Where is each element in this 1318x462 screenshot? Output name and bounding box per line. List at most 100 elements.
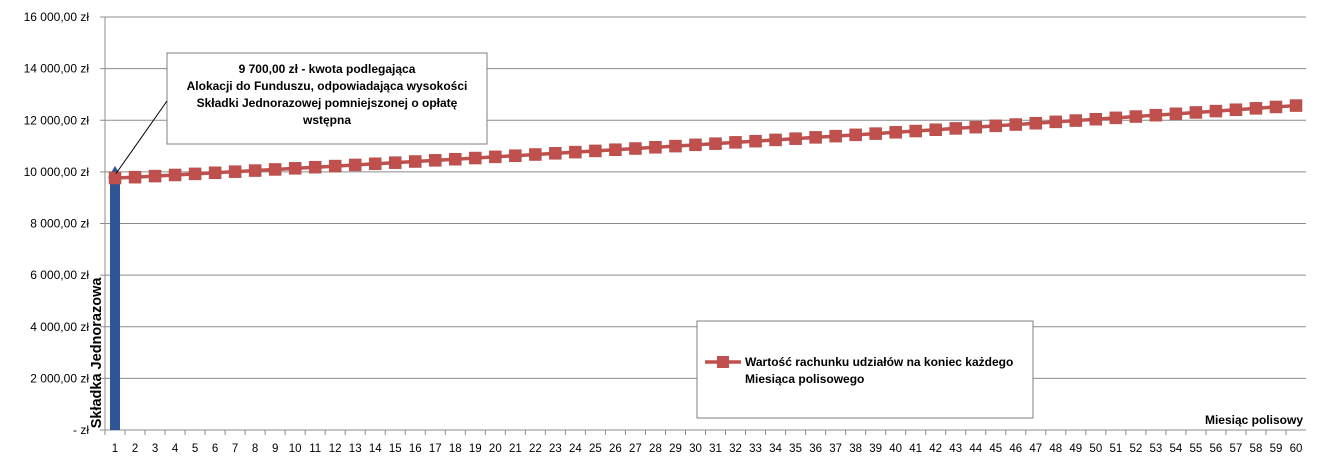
bar-skladka-jednorazowa [110, 171, 121, 430]
x-tick-label: 4 [172, 443, 179, 455]
data-point [489, 150, 502, 164]
x-tick-label: 57 [1230, 443, 1243, 455]
data-point [108, 171, 122, 185]
x-tick-label: 56 [1210, 443, 1223, 455]
x-tick-labels: 1 2 3 4 5 6 7 8 9 10 11 12 13 14 15 16 17 18 19 20 21 22 23 24 2… [112, 443, 1303, 455]
y-tick-labels: - zł 2 000,00 zł 4 000,00 zł 6 000,00 zł 8 0… [24, 10, 90, 437]
data-point [429, 154, 442, 167]
y-tick-label: 4 000,00 zł [30, 320, 89, 334]
x-tick-label: 8 [252, 443, 258, 455]
axes [104, 17, 1306, 435]
data-point [789, 132, 802, 145]
data-point [749, 134, 762, 148]
x-tick-label: 41 [909, 443, 922, 455]
data-point [1029, 116, 1043, 130]
x-tick-label: 48 [1049, 443, 1062, 455]
data-point [969, 120, 982, 134]
x-tick-label: 46 [1009, 443, 1022, 455]
x-axis-title: Miesiąc polisowy [1205, 413, 1303, 427]
data-point [128, 170, 142, 184]
x-tick-label: 5 [192, 443, 198, 455]
data-point [689, 138, 702, 152]
x-tick-label: 19 [469, 443, 482, 455]
data-point [889, 126, 902, 139]
data-point [348, 158, 362, 172]
y-tick-label: 2 000,00 zł [30, 371, 89, 385]
data-point [248, 164, 262, 177]
y-tick-label: - zł [73, 423, 89, 437]
x-tick-label: 28 [649, 443, 662, 455]
x-tick-label: 29 [669, 443, 682, 455]
data-point [949, 122, 962, 135]
x-tick-label: 38 [849, 443, 862, 455]
x-tick-label: 47 [1029, 443, 1042, 455]
line-series [108, 99, 1303, 185]
data-point [208, 166, 222, 180]
data-point [409, 155, 422, 168]
data-point [1189, 106, 1203, 119]
x-tick-label: 43 [949, 443, 962, 455]
y-tick-label: 10 000,00 zł [24, 165, 90, 179]
x-tick-label: 22 [529, 443, 542, 455]
x-tick-label: 59 [1270, 443, 1283, 455]
x-tick-label: 50 [1089, 443, 1102, 455]
x-tick-label: 27 [629, 443, 642, 455]
data-point [1289, 99, 1303, 112]
annotation-text-line: wstępna [302, 113, 351, 127]
bar-series: Składka Jednorazowa [89, 165, 123, 430]
x-tick-label: 34 [769, 443, 782, 455]
data-point [1009, 118, 1023, 131]
x-tick-label: 2 [132, 443, 138, 455]
legend-label-line: Miesiąca polisowego [745, 372, 864, 386]
x-tick-label: 33 [749, 443, 762, 455]
x-tick-label: 30 [689, 443, 702, 455]
x-tick-label: 23 [549, 443, 562, 455]
x-tick-label: 40 [889, 443, 902, 455]
data-point [989, 119, 1002, 133]
data-point [1149, 108, 1163, 122]
data-point [368, 157, 382, 171]
data-point [1049, 115, 1063, 129]
annotation-box [166, 52, 488, 145]
x-tick-label: 24 [569, 443, 582, 455]
x-tick-label: 11 [309, 443, 321, 455]
data-point [849, 128, 862, 142]
legend-swatch-marker [717, 356, 729, 368]
x-tick-label: 42 [929, 443, 942, 455]
legend: Wartość rachunku udziałów na koniec każd… [696, 320, 1034, 419]
data-point [609, 143, 622, 156]
data-point [288, 162, 302, 175]
x-tick-label: 60 [1290, 443, 1303, 455]
data-point [1269, 100, 1283, 114]
annotation: 9 700,00 zł - kwota podlegająca Alokacji … [115, 52, 488, 174]
data-point [629, 142, 642, 155]
x-tick-label: 25 [589, 443, 602, 455]
data-point [168, 168, 182, 182]
annotation-leader-line [115, 100, 168, 174]
legend-box [696, 320, 1034, 419]
data-point [569, 145, 582, 159]
data-point [549, 147, 562, 160]
x-tick-label: 44 [969, 443, 982, 455]
annotation-text-line: 9 700,00 zł - kwota podlegająca [239, 62, 416, 76]
data-point [228, 165, 242, 178]
data-point [509, 149, 522, 162]
x-tick-label: 45 [989, 443, 1002, 455]
data-point [869, 127, 882, 140]
data-point [929, 123, 942, 136]
x-tick-label: 15 [389, 443, 402, 455]
data-point [809, 131, 822, 144]
bar-label: Składka Jednorazowa [89, 277, 105, 429]
x-tick-label: 58 [1250, 443, 1263, 455]
x-tick-label: 10 [289, 443, 302, 455]
data-point [328, 159, 342, 173]
x-tick-label: 53 [1149, 443, 1162, 455]
data-point [1069, 114, 1083, 127]
data-point [148, 169, 162, 183]
legend-label-line: Wartość rachunku udziałów na koniec każd… [745, 355, 1013, 369]
x-tick-label: 18 [449, 443, 462, 455]
x-tick-label: 26 [609, 443, 622, 455]
x-tick-label: 14 [369, 443, 382, 455]
x-tick-label: 12 [329, 443, 342, 455]
